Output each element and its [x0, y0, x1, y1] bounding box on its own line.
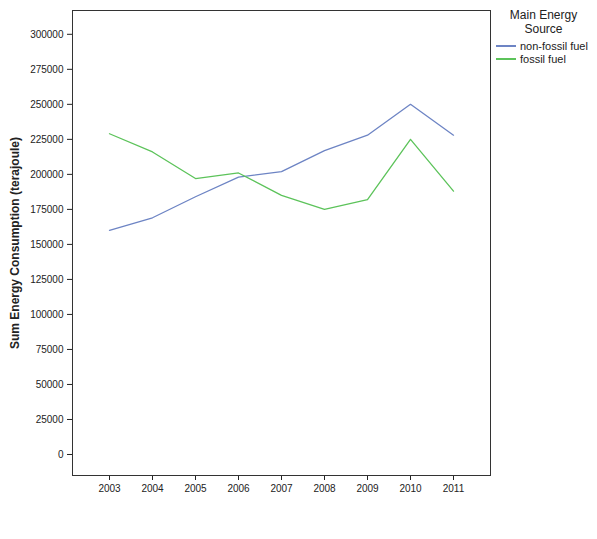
- svg-text:0: 0: [58, 449, 64, 460]
- svg-text:2008: 2008: [313, 483, 336, 494]
- svg-text:175000: 175000: [30, 204, 64, 215]
- svg-text:275000: 275000: [30, 64, 64, 75]
- svg-text:200000: 200000: [30, 169, 64, 180]
- svg-text:250000: 250000: [30, 99, 64, 110]
- svg-text:150000: 150000: [30, 239, 64, 250]
- svg-text:100000: 100000: [30, 309, 64, 320]
- svg-text:75000: 75000: [36, 344, 64, 355]
- svg-text:2004: 2004: [141, 483, 164, 494]
- svg-text:300000: 300000: [30, 29, 64, 40]
- svg-text:2006: 2006: [227, 483, 250, 494]
- svg-text:2011: 2011: [443, 483, 465, 494]
- svg-text:2003: 2003: [98, 483, 121, 494]
- svg-text:125000: 125000: [30, 274, 64, 285]
- svg-text:25000: 25000: [36, 414, 64, 425]
- svg-text:2007: 2007: [270, 483, 293, 494]
- html-text:non-fossil fuel: non-fossil fuel: [520, 39, 588, 52]
- svg-text:2009: 2009: [356, 483, 379, 494]
- svg-text:225000: 225000: [30, 134, 64, 145]
- svg-text:50000: 50000: [36, 379, 64, 390]
- svg-text:Sum Energy Consumption (terajo: Sum Energy Consumption (terajoule): [8, 137, 22, 349]
- html-text:Main Energy Source: Main Energy Source: [509, 8, 578, 36]
- svg-text:2010: 2010: [399, 483, 422, 494]
- html-text:fossil fuel: fossil fuel: [520, 52, 566, 65]
- svg-text:2005: 2005: [184, 483, 207, 494]
